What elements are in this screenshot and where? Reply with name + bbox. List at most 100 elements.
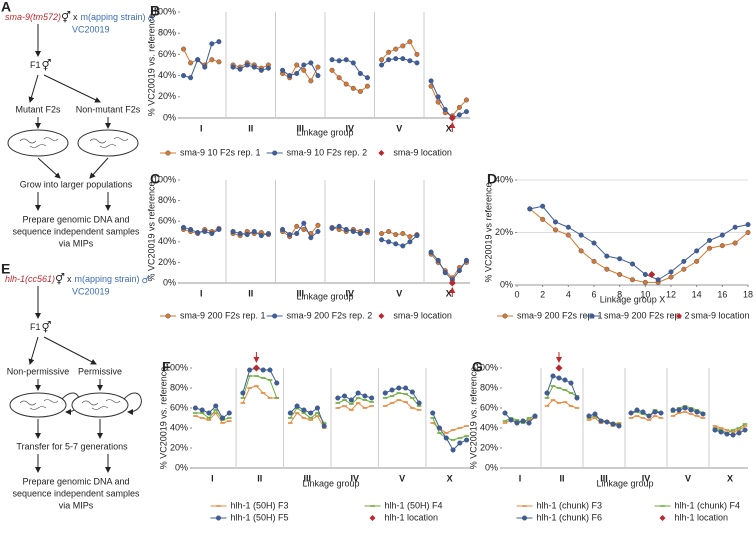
data-point: [308, 60, 314, 66]
legend-label: sma-9 location: [393, 147, 452, 157]
data-point: [742, 423, 748, 425]
data-point: [193, 412, 198, 414]
data-point: [237, 66, 243, 72]
data-point: [308, 419, 313, 421]
data-point: [724, 429, 730, 431]
y-tick-label: 20%: [480, 442, 498, 452]
data-point: [386, 239, 392, 245]
legend-marker: [589, 313, 595, 319]
data-point: [400, 231, 406, 237]
data-point: [732, 224, 738, 230]
data-point: [379, 62, 385, 68]
data-point: [648, 271, 656, 278]
data-point: [450, 439, 456, 441]
group-label: II: [248, 288, 253, 298]
data-point: [416, 405, 422, 407]
data-point: [565, 232, 571, 238]
data-point: [294, 231, 300, 237]
data-point: [407, 239, 413, 245]
step-one: Grow into larger populations: [20, 179, 133, 189]
data-point: [707, 237, 713, 243]
group-label: IV: [350, 473, 359, 483]
group-label: I: [211, 473, 214, 483]
legend-marker: [660, 505, 665, 507]
data-point: [343, 226, 349, 232]
data-point: [410, 397, 415, 399]
group-label: IV: [345, 123, 354, 133]
data-point: [314, 405, 320, 411]
data-point: [193, 415, 198, 417]
legend-label: sma-9 200 F2s rep. 1: [517, 310, 603, 320]
y-tick-label: 0%: [500, 279, 513, 289]
data-point: [508, 417, 514, 423]
group-label: V: [396, 123, 402, 133]
series-line: [504, 375, 746, 436]
data-point: [321, 422, 327, 424]
arrow: [28, 336, 39, 365]
data-point: [436, 425, 442, 431]
data-point: [389, 395, 395, 397]
series-line: [195, 367, 467, 451]
data-point: [730, 432, 736, 438]
data-point: [688, 413, 694, 415]
data-point: [258, 233, 264, 239]
data-point: [265, 231, 271, 237]
data-point: [382, 390, 388, 396]
data-point: [315, 228, 321, 234]
data-point: [308, 410, 314, 416]
symbol: ♂: [142, 276, 150, 286]
data-point: [544, 397, 550, 399]
data-point: [457, 440, 463, 446]
data-point: [443, 432, 449, 434]
data-point: [336, 75, 342, 81]
data-point: [592, 411, 598, 417]
data-point: [315, 412, 320, 414]
y-tick-label: 60%: [170, 402, 188, 412]
f1: F1⚥: [30, 321, 51, 334]
data-point: [712, 425, 718, 427]
data-point: [357, 88, 363, 94]
data-point: [430, 410, 436, 416]
data-point: [670, 407, 676, 413]
data-point: [456, 112, 462, 118]
data-point: [443, 435, 449, 441]
data-point: [409, 389, 415, 395]
data-point: [199, 417, 205, 419]
data-point: [568, 405, 574, 407]
data-point: [556, 375, 562, 381]
cross: x: [73, 12, 78, 22]
data-point: [382, 405, 388, 407]
data-point: [526, 420, 532, 426]
y-tick-label: 80%: [170, 382, 188, 392]
data-point: [514, 420, 520, 426]
legend-label: sma-9 location: [691, 310, 750, 320]
data-point: [240, 402, 246, 404]
data-point: [652, 415, 658, 417]
data-point: [267, 397, 273, 399]
step-two: via MIPs: [59, 500, 94, 510]
data-point: [329, 225, 335, 231]
data-point: [456, 268, 462, 274]
data-point: [640, 417, 646, 419]
data-point: [646, 413, 652, 419]
data-point: [457, 427, 463, 429]
legend-label: hlh-1 (50H) F4: [385, 500, 443, 510]
data-point: [244, 232, 250, 238]
group-label: III: [296, 123, 304, 133]
data-point: [642, 272, 648, 278]
legend-marker: [659, 515, 666, 521]
left-label: Non-permissive: [7, 366, 70, 376]
data-point: [736, 427, 742, 429]
arrow: [43, 74, 101, 103]
data-point: [379, 237, 385, 243]
data-point: [700, 417, 706, 419]
legend-label: sma-9 200 F2s rep. 2: [287, 310, 373, 320]
data-point: [565, 224, 571, 230]
data-point: [610, 421, 616, 427]
data-point: [301, 226, 307, 232]
data-point: [562, 377, 568, 383]
data-point: [568, 392, 574, 394]
data-point: [342, 393, 348, 399]
data-point: [335, 402, 341, 404]
data-point: [202, 64, 208, 70]
